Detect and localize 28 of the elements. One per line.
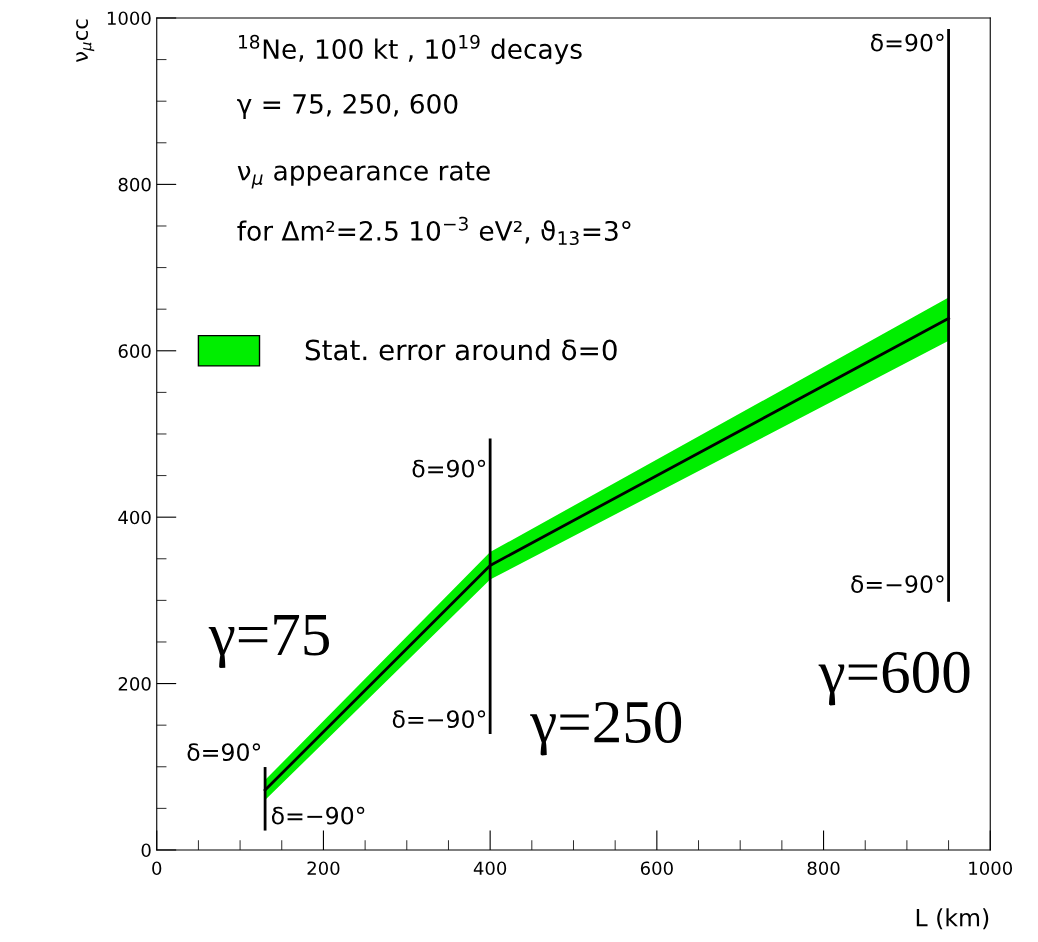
annotation: γ=75 [208, 614, 329, 669]
annotation: δ=90° [187, 743, 261, 762]
annotation: γ = 75, 250, 600 [237, 93, 458, 119]
annotation: γ=600 [818, 651, 970, 706]
annotation: δ=90° [871, 33, 944, 52]
annotation: ν$_{μ}$ appearance rate [237, 161, 490, 189]
x-tick-label: 0 [152, 861, 162, 876]
y-tick-label: 400 [118, 510, 151, 525]
annotation: δ=−90° [851, 575, 944, 594]
y-tick-label: 1000 [107, 11, 151, 26]
annotation: $^{18}$Ne, 100 kt , 10$^{19}$ decays [239, 34, 582, 65]
x-tick-label: 1000 [969, 861, 1013, 876]
annotation: for Δm²=2.5 10$^{−3}$ eV², ϑ$_{13}$=3° [237, 216, 631, 246]
x-tick-label: 400 [473, 861, 507, 876]
y-tick-label: 800 [118, 177, 151, 192]
annotation: δ=−90° [392, 710, 486, 729]
y-axis-title: ν$_{μ}$cc [76, 19, 95, 63]
annotation: δ=−90° [271, 806, 365, 825]
y-tick-label: 200 [118, 677, 151, 691]
x-tick-label: 200 [307, 861, 340, 876]
annotation: γ=250 [530, 701, 682, 756]
x-tick-label: 800 [807, 861, 840, 876]
x-axis-title: L (km) [916, 908, 989, 930]
y-tick-label: 600 [118, 344, 151, 358]
x-tick-label: 600 [640, 861, 673, 876]
y-tick-label: 0 [141, 843, 151, 858]
legend-label: Stat. error around δ=0 [305, 338, 617, 361]
annotation: δ=90° [412, 459, 486, 478]
